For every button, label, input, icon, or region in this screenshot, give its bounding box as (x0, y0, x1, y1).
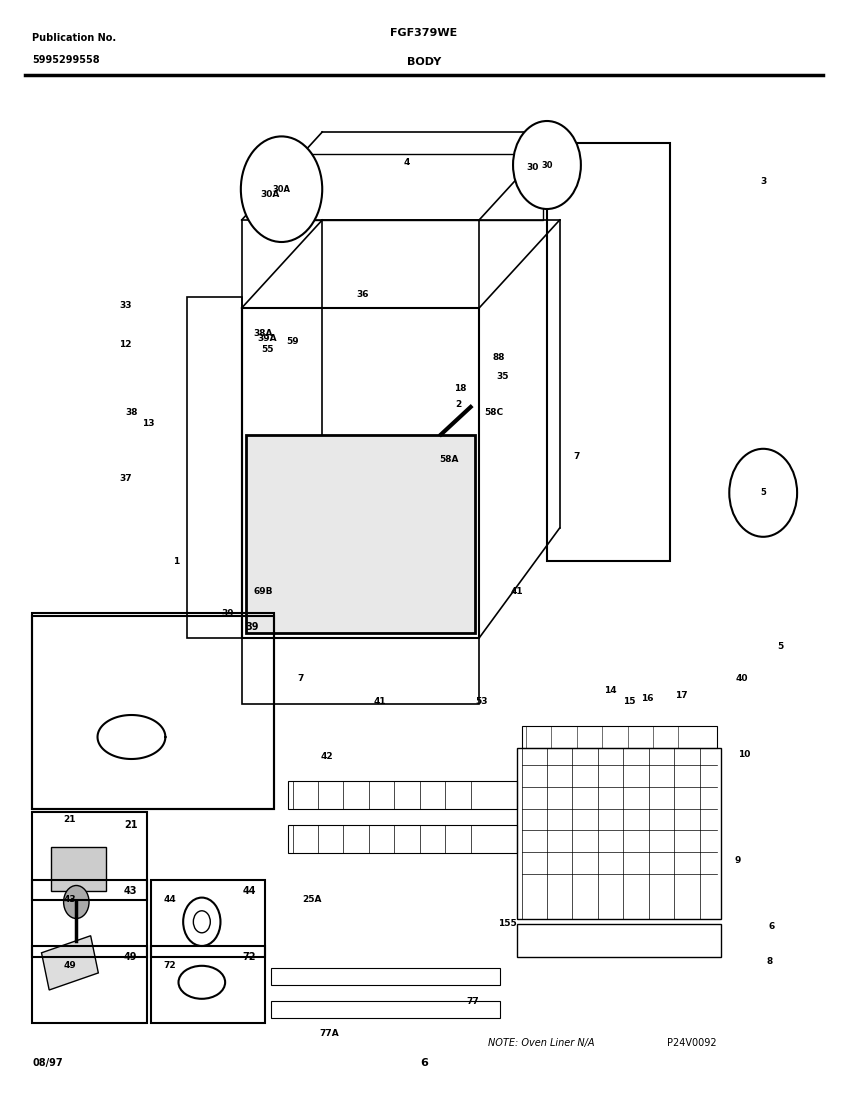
Text: 3: 3 (760, 177, 767, 186)
Text: 59: 59 (287, 337, 298, 345)
Text: FGF379WE: FGF379WE (390, 28, 458, 37)
Text: 44: 44 (163, 895, 176, 904)
Text: 7: 7 (298, 674, 304, 683)
Text: 36: 36 (357, 290, 369, 299)
Text: 44: 44 (243, 886, 256, 895)
Bar (242, 308, 479, 638)
Text: 41: 41 (374, 697, 386, 706)
Text: P24V0092: P24V0092 (667, 1037, 717, 1048)
Text: 12: 12 (120, 340, 131, 349)
Text: 88: 88 (493, 353, 505, 362)
Text: 6: 6 (420, 1058, 428, 1068)
Text: 72: 72 (243, 952, 256, 961)
Text: 25A: 25A (303, 895, 321, 904)
Text: 49: 49 (63, 961, 76, 970)
Text: 30A: 30A (272, 185, 291, 194)
Bar (187, 297, 242, 638)
Text: 14: 14 (605, 686, 616, 695)
Bar (32, 880, 147, 957)
Text: 77A: 77A (319, 1030, 339, 1038)
Text: 17: 17 (676, 691, 688, 700)
Text: 43: 43 (64, 895, 75, 904)
Text: 16: 16 (641, 694, 653, 703)
Bar (32, 812, 147, 900)
Text: 30A: 30A (260, 190, 279, 199)
Text: 5: 5 (761, 488, 766, 497)
Bar (242, 220, 479, 308)
Text: 41: 41 (511, 587, 523, 596)
Text: 39: 39 (221, 609, 233, 618)
Text: 72: 72 (164, 961, 176, 970)
Text: 6: 6 (768, 922, 775, 931)
Text: 53: 53 (476, 697, 488, 706)
Circle shape (64, 886, 89, 918)
Text: 5995299558: 5995299558 (32, 55, 100, 65)
Text: 77: 77 (466, 997, 480, 1005)
Text: 9: 9 (734, 856, 741, 865)
Circle shape (513, 121, 581, 209)
Text: 58C: 58C (484, 408, 503, 417)
Text: 21: 21 (124, 820, 137, 829)
Text: 10: 10 (739, 750, 750, 759)
Bar (32, 613, 274, 808)
Text: 30: 30 (527, 163, 538, 172)
Text: 1: 1 (173, 557, 180, 565)
Bar (271, 968, 500, 984)
Text: 69B: 69B (254, 587, 272, 596)
Bar (242, 638, 479, 704)
Text: 33: 33 (120, 301, 131, 310)
Bar (151, 880, 265, 957)
Bar (547, 143, 670, 561)
Circle shape (241, 136, 322, 242)
Text: 4: 4 (404, 158, 410, 167)
Text: 155: 155 (498, 920, 516, 928)
Text: 35: 35 (497, 372, 509, 381)
Bar (288, 781, 517, 808)
Bar (42, 936, 98, 990)
Bar (32, 616, 274, 808)
Bar (522, 726, 717, 748)
Text: 55: 55 (261, 345, 273, 354)
Text: 43: 43 (124, 886, 137, 895)
Text: 18: 18 (455, 384, 466, 393)
Text: 21: 21 (64, 815, 75, 824)
Text: 30: 30 (541, 161, 553, 169)
Text: 2: 2 (455, 400, 461, 409)
Bar (271, 1001, 500, 1018)
Text: 38: 38 (126, 408, 137, 417)
Bar (151, 946, 265, 1023)
Bar (246, 434, 475, 632)
Text: NOTE: Oven Liner N/A: NOTE: Oven Liner N/A (488, 1037, 594, 1048)
Text: 7: 7 (573, 452, 580, 461)
Text: BODY: BODY (407, 57, 441, 67)
Text: 38A: 38A (254, 329, 272, 338)
Text: 15: 15 (623, 697, 635, 706)
Bar (517, 748, 721, 918)
Bar (297, 154, 543, 220)
Bar (32, 946, 147, 1023)
Text: 58A: 58A (440, 455, 459, 464)
Text: 13: 13 (142, 419, 154, 428)
Text: Publication No.: Publication No. (32, 33, 116, 43)
Text: 08/97: 08/97 (32, 1058, 63, 1068)
Text: 39: 39 (245, 621, 259, 631)
Text: 39A: 39A (257, 334, 277, 343)
Text: 49: 49 (124, 952, 137, 961)
Text: 5: 5 (777, 642, 784, 651)
Text: 37: 37 (120, 474, 131, 483)
Text: 8: 8 (767, 957, 773, 966)
Bar (517, 924, 721, 957)
Text: 40: 40 (736, 674, 748, 683)
Circle shape (729, 449, 797, 537)
Text: 42: 42 (321, 752, 332, 761)
Bar (288, 825, 517, 852)
Bar (51, 847, 106, 891)
